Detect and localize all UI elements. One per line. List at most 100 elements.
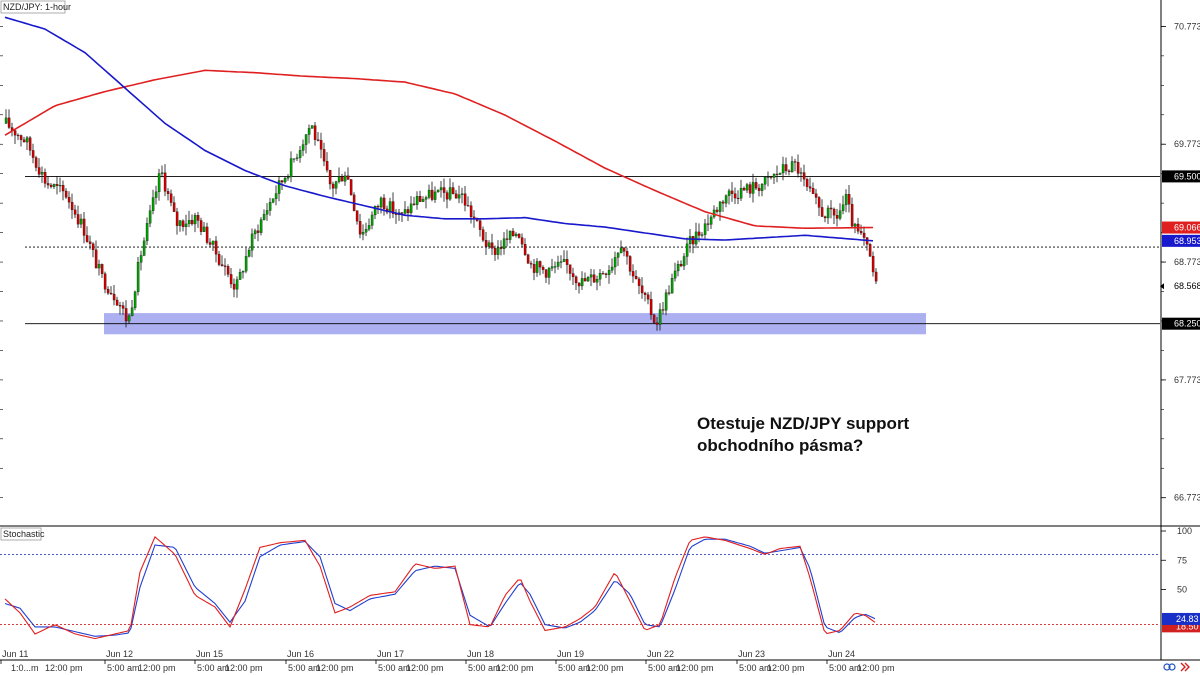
candle-body: [646, 294, 650, 300]
candle: [850, 197, 854, 227]
candle-body: [634, 275, 638, 280]
candle-body: [535, 261, 539, 273]
candle-body: [607, 270, 611, 275]
candle-body: [790, 161, 794, 173]
candle-body: [709, 216, 713, 225]
candle-body: [715, 209, 719, 212]
candle: [544, 269, 548, 284]
candle: [757, 184, 761, 197]
candle: [862, 226, 866, 246]
candle-body: [265, 210, 269, 215]
candle: [121, 301, 125, 315]
candle-body: [442, 187, 446, 193]
candle-body: [334, 181, 338, 189]
candle: [241, 270, 245, 279]
candle: [211, 240, 215, 251]
candle: [292, 158, 296, 163]
candle: [346, 167, 350, 180]
candle-body: [109, 292, 113, 295]
candle: [583, 272, 587, 282]
candle-body: [655, 322, 659, 325]
candle: [700, 232, 704, 238]
candle-body: [433, 191, 437, 200]
candle-body: [196, 215, 200, 221]
candle-body: [205, 226, 209, 243]
candle-body: [490, 242, 494, 249]
candle-body: [70, 202, 74, 211]
candle-body: [115, 299, 119, 306]
candle-body: [103, 273, 107, 290]
candle-body: [769, 176, 773, 178]
candle: [805, 177, 809, 192]
candle: [772, 173, 776, 184]
candle: [49, 183, 53, 189]
time-label: 12:00 pm: [767, 663, 805, 673]
candle: [502, 232, 506, 255]
candle-body: [325, 161, 329, 171]
candle-body: [814, 193, 818, 198]
moving-average-red: [4, 69, 874, 229]
candle-body: [232, 283, 236, 290]
candle: [31, 143, 35, 164]
scroll-right-icon[interactable]: [1180, 662, 1190, 672]
candle-body: [388, 201, 392, 213]
candle-body: [67, 197, 71, 203]
candle-body: [439, 187, 443, 191]
candle-body: [328, 169, 332, 185]
candle: [148, 204, 152, 228]
candle-body: [733, 193, 737, 199]
candle: [589, 268, 593, 287]
price-tick-label: 68.773: [1174, 257, 1200, 267]
candle-body: [751, 182, 755, 194]
candle: [790, 156, 794, 173]
candle: [619, 240, 623, 254]
candle: [22, 136, 26, 143]
candle-body: [598, 273, 602, 280]
candle-body: [121, 305, 125, 309]
time-label: 12:00 pm: [406, 663, 444, 673]
candle-body: [619, 247, 623, 254]
candle: [415, 191, 419, 210]
date-label: Jun 18: [467, 649, 494, 659]
link-icon[interactable]: [1163, 663, 1176, 671]
candle: [499, 240, 503, 256]
candle-body: [511, 230, 515, 237]
candle: [451, 182, 455, 195]
candle-body: [55, 184, 59, 186]
candle: [592, 269, 596, 283]
candle-body: [679, 263, 683, 267]
candle-body: [505, 238, 509, 240]
candle: [76, 205, 80, 228]
candle-body: [841, 204, 845, 211]
candle: [670, 273, 674, 294]
candle: [190, 214, 194, 226]
candle: [160, 165, 164, 178]
candle-body: [553, 266, 557, 268]
candle-body: [451, 187, 455, 194]
candles-layer: [4, 109, 878, 331]
candle: [814, 188, 818, 205]
candle-body: [124, 308, 128, 322]
candle-body: [406, 209, 410, 214]
annotation-line-2: obchodního pásma?: [697, 436, 863, 455]
candle: [829, 200, 833, 219]
candle: [319, 132, 323, 159]
candle: [595, 275, 599, 291]
candle: [142, 237, 146, 257]
candle: [838, 203, 842, 221]
candle-body: [682, 256, 686, 267]
candle-body: [817, 197, 821, 208]
candle-body: [568, 264, 572, 274]
candle-body: [91, 243, 95, 251]
candle: [577, 282, 581, 294]
candle-body: [424, 197, 428, 200]
candle-body: [190, 220, 194, 225]
candle: [289, 151, 293, 183]
candle: [562, 250, 566, 263]
candle-body: [487, 242, 491, 247]
candle: [166, 188, 170, 201]
candle-body: [436, 189, 440, 193]
candle: [262, 209, 266, 221]
candle: [655, 317, 659, 331]
candle-body: [28, 137, 32, 151]
